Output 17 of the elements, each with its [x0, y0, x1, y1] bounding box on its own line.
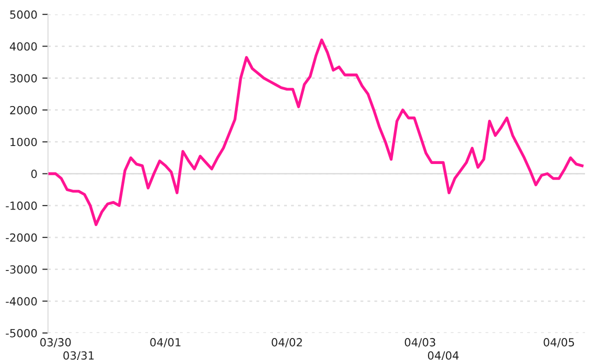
x-tick-label: 04/03 [404, 338, 436, 348]
y-tick-label: -2000 [6, 233, 37, 242]
x-tick-label: 04/05 [544, 338, 574, 348]
y-tick-label: 2000 [10, 106, 37, 114]
y-tick-label: -3000 [6, 265, 37, 274]
y-tick-label: 4000 [10, 42, 37, 51]
x-tick-label: 04/02 [272, 338, 302, 348]
y-tick-label: -1000 [6, 202, 37, 210]
x-tick-label: 04/01 [150, 338, 180, 348]
y-tick-label: -5000 [6, 328, 37, 338]
line-series [48, 38, 584, 226]
x-tick-label: 03/30 [40, 338, 71, 348]
y-tick-label: 5000 [10, 10, 37, 19]
y-tick-label: -4000 [6, 297, 37, 306]
y-tick-label: 3000 [10, 74, 37, 82]
y-tick-label: 1000 [10, 138, 37, 146]
y-tick-label: 0 [31, 170, 37, 178]
